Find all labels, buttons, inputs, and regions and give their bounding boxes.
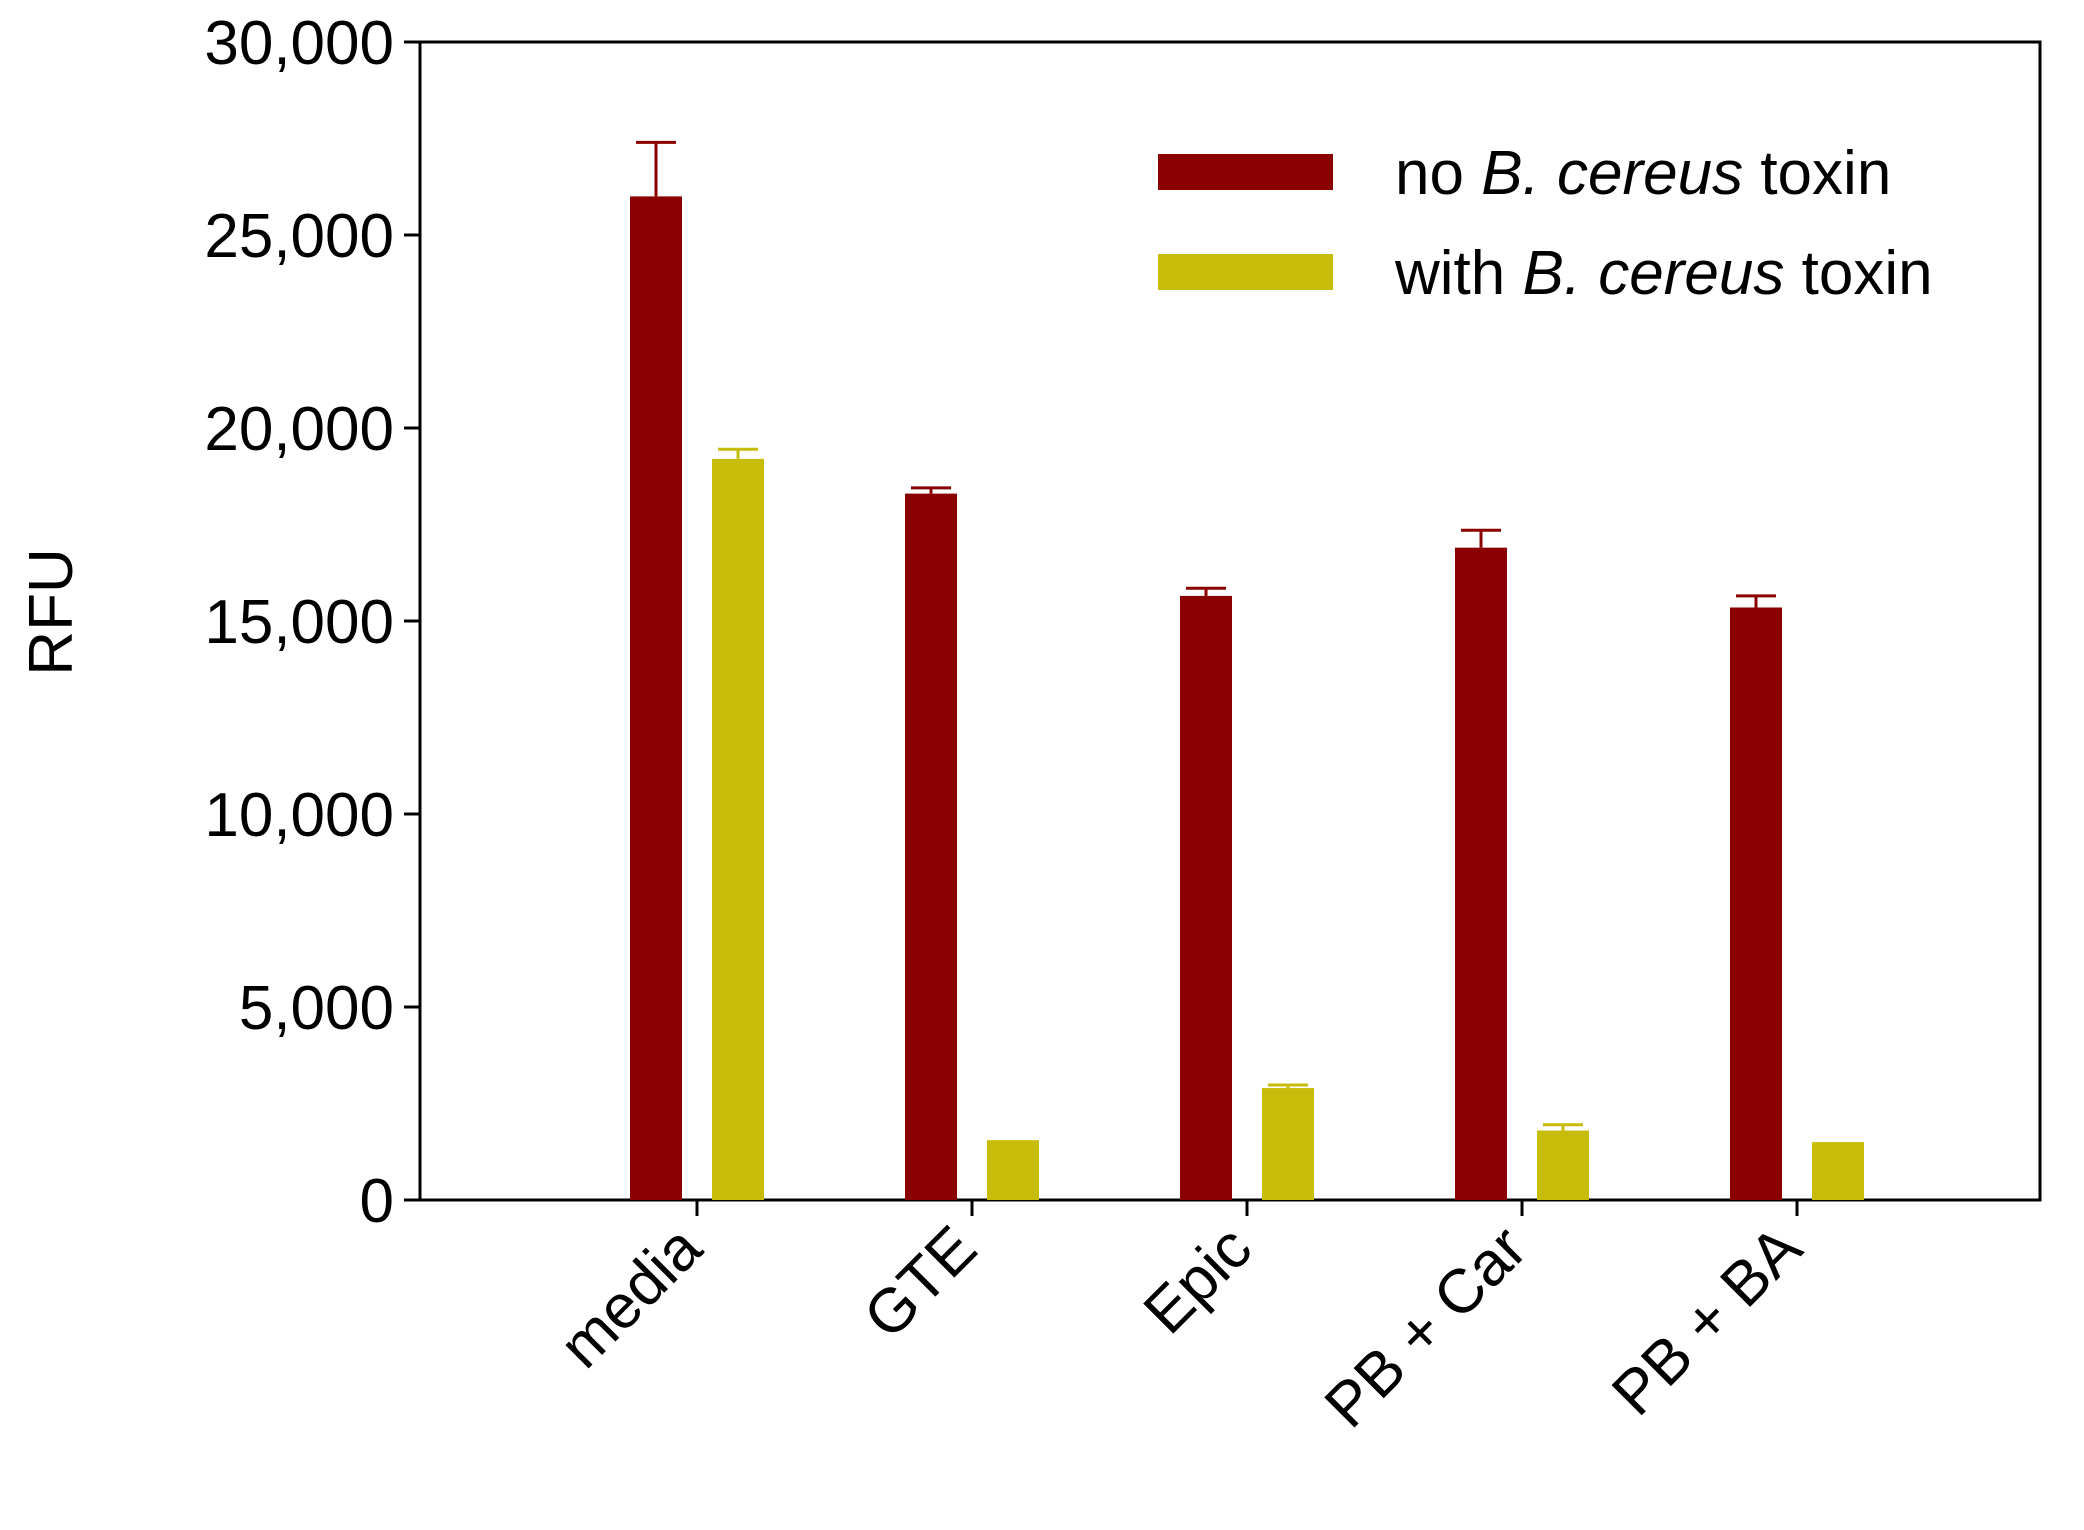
bar xyxy=(1455,547,1507,1200)
legend-swatch xyxy=(1158,254,1333,290)
y-tick-label: 10,000 xyxy=(204,781,394,850)
bar xyxy=(1730,607,1782,1200)
legend-label: with B. cereus toxin xyxy=(1394,239,1933,308)
y-tick-label: 5,000 xyxy=(239,974,394,1043)
y-tick-label: 20,000 xyxy=(204,395,394,464)
bar xyxy=(1537,1130,1589,1200)
y-tick-label: 25,000 xyxy=(204,202,394,271)
bar xyxy=(712,458,764,1200)
x-tick-label: Epic xyxy=(1131,1213,1265,1347)
error-bars xyxy=(636,140,1776,1131)
bar xyxy=(987,1140,1039,1200)
y-axis-ticks: 0 5,000 10,000 15,000 20,000 25,000 30,000 xyxy=(204,9,420,1236)
bar xyxy=(1812,1142,1864,1200)
bars xyxy=(630,196,1864,1200)
y-axis-title: RFU xyxy=(17,548,86,675)
legend-label: no B. cereus toxin xyxy=(1395,139,1891,208)
bar xyxy=(630,196,682,1200)
y-tick-label: 30,000 xyxy=(204,9,394,78)
legend: no B. cereus toxin with B. cereus toxin xyxy=(1158,139,1933,308)
bar xyxy=(905,493,957,1200)
legend-swatch xyxy=(1158,154,1333,190)
bar xyxy=(1262,1088,1314,1200)
x-tick-label: media xyxy=(547,1213,716,1382)
x-tick-label: PB + Car xyxy=(1312,1213,1540,1441)
y-tick-label: 0 xyxy=(360,1167,394,1236)
x-tick-label: PB + BA xyxy=(1599,1213,1815,1429)
x-tick-label: GTE xyxy=(851,1213,990,1352)
x-axis-ticks: media GTE Epic PB + Car PB + BA xyxy=(547,1200,1815,1441)
y-tick-label: 15,000 xyxy=(204,588,394,657)
bar xyxy=(1180,595,1232,1200)
